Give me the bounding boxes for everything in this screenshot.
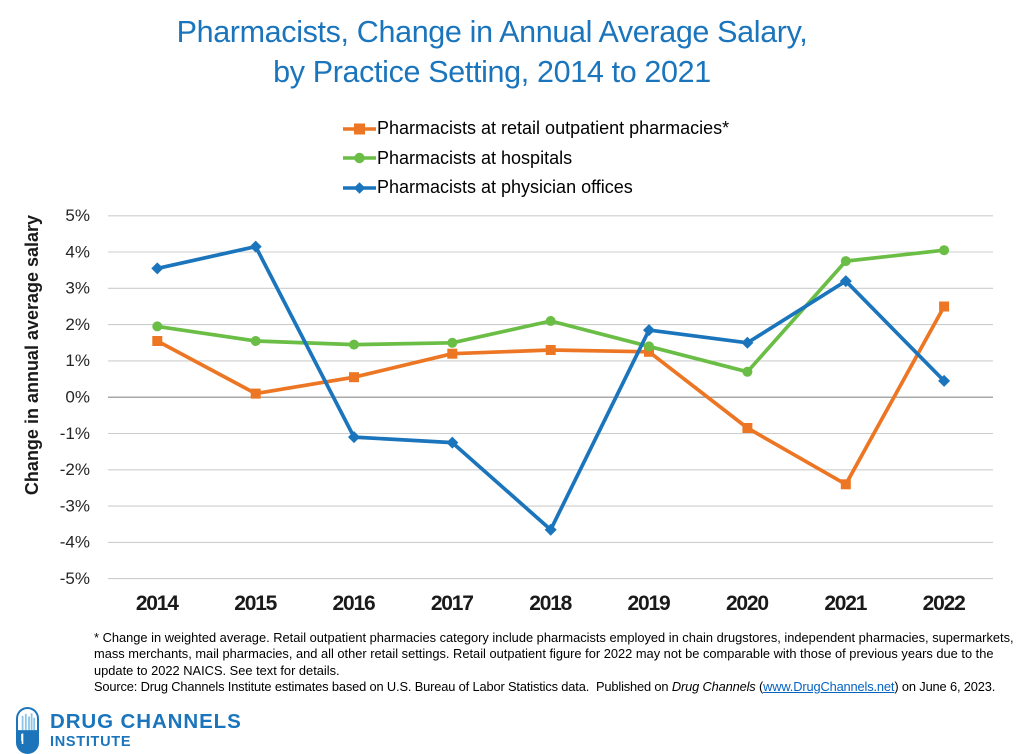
svg-text:2014: 2014 bbox=[136, 592, 179, 615]
svg-text:-3%: -3% bbox=[60, 496, 90, 515]
svg-text:2017: 2017 bbox=[431, 592, 473, 615]
svg-text:2018: 2018 bbox=[529, 592, 572, 615]
svg-text:2%: 2% bbox=[65, 315, 90, 334]
svg-text:5%: 5% bbox=[65, 206, 90, 225]
svg-text:0%: 0% bbox=[65, 388, 90, 407]
svg-text:2020: 2020 bbox=[726, 592, 768, 615]
svg-text:Change in annual average salar: Change in annual average salary bbox=[22, 215, 42, 495]
svg-text:2019: 2019 bbox=[628, 592, 670, 615]
svg-text:-2%: -2% bbox=[60, 460, 90, 479]
svg-text:4%: 4% bbox=[65, 242, 90, 261]
svg-text:-5%: -5% bbox=[60, 569, 90, 588]
svg-text:-4%: -4% bbox=[60, 533, 90, 552]
svg-text:3%: 3% bbox=[65, 279, 90, 298]
svg-text:2021: 2021 bbox=[824, 592, 867, 615]
svg-text:1%: 1% bbox=[65, 351, 90, 370]
svg-text:2022: 2022 bbox=[923, 592, 965, 615]
svg-text:2016: 2016 bbox=[333, 592, 375, 615]
svg-text:-1%: -1% bbox=[60, 424, 90, 443]
svg-text:2015: 2015 bbox=[234, 592, 277, 615]
